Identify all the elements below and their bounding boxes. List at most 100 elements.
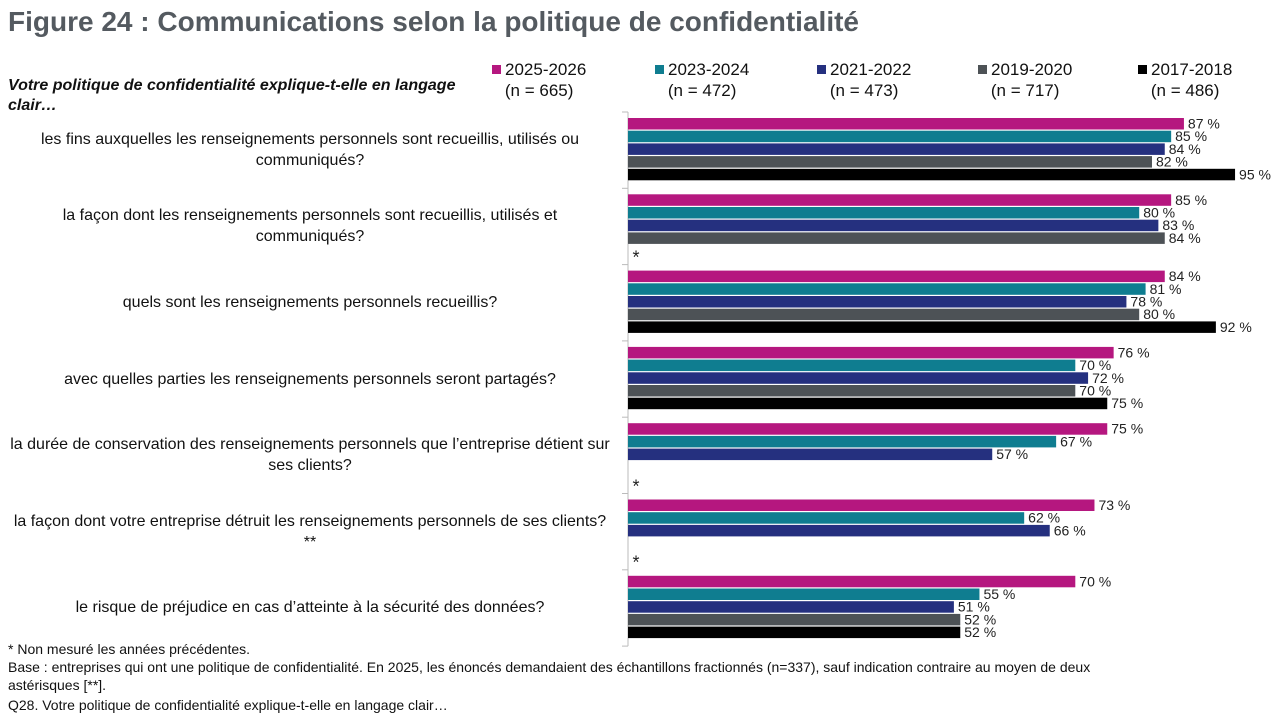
- value-label: 95 %: [1239, 166, 1271, 182]
- bar: [628, 130, 1172, 143]
- bar: [628, 219, 1159, 232]
- bar: [628, 118, 1184, 130]
- bar: [628, 194, 1172, 206]
- bar: [628, 613, 961, 626]
- bar: [628, 308, 1140, 321]
- value-label: 70 %: [1079, 573, 1111, 589]
- bar: [628, 435, 1057, 448]
- footnote: * Non mesuré les années précédentes.: [8, 641, 251, 657]
- value-label: 80 %: [1143, 204, 1175, 220]
- bar: [628, 626, 961, 639]
- legend-swatch: [817, 65, 826, 74]
- value-label: 83 %: [1162, 217, 1194, 233]
- value-label: 75 %: [1111, 421, 1143, 437]
- bar: [628, 372, 1089, 384]
- value-label: 70 %: [1079, 357, 1111, 373]
- bar: [628, 359, 1076, 372]
- legend-entry: 2019-2020 (n = 717): [978, 59, 1072, 101]
- value-label: 66 %: [1054, 522, 1086, 538]
- category-label: la façon dont les renseignements personn…: [62, 207, 558, 246]
- bar: [628, 423, 1108, 435]
- bar: [628, 512, 1025, 524]
- legend-n: (n = 486): [1150, 81, 1220, 100]
- legend-n: (n = 717): [990, 81, 1060, 100]
- legend-label: 2023-2024: [668, 60, 750, 79]
- value-label: 76 %: [1118, 344, 1150, 360]
- category-label: quels sont les renseignements personnels…: [122, 294, 498, 312]
- value-label: 51 %: [958, 599, 990, 615]
- bar: [628, 156, 1152, 168]
- legend-row: 2021-2022: [817, 59, 911, 80]
- legend-label: 2025-2026: [505, 60, 587, 79]
- legend-label: 2021-2022: [830, 60, 912, 79]
- bar: [628, 168, 1236, 181]
- legend-row: 2019-2020: [978, 59, 1072, 80]
- legend-label: 2019-2020: [991, 60, 1073, 79]
- value-label: 67 %: [1060, 433, 1092, 449]
- legend-swatch: [978, 65, 987, 74]
- value-label: 52 %: [964, 611, 996, 627]
- bar: [628, 385, 1076, 397]
- category-note: *: [632, 553, 639, 573]
- bar: [628, 575, 1076, 588]
- value-label: 82 %: [1156, 154, 1188, 170]
- value-label: 55 %: [983, 586, 1015, 602]
- bar: [628, 397, 1108, 410]
- bar: [628, 588, 980, 600]
- category-note: *: [632, 476, 639, 496]
- legend-swatch: [1138, 65, 1147, 74]
- value-label: 75 %: [1111, 395, 1143, 411]
- value-label: 85 %: [1175, 128, 1207, 144]
- legend-label: 2017-2018: [1151, 60, 1233, 79]
- category-label: le risque de préjudice en cas d’atteinte…: [75, 599, 545, 617]
- legend-row: 2023-2024: [655, 59, 749, 80]
- legend-swatch: [655, 65, 664, 74]
- legend-n: (n = 473): [829, 81, 899, 100]
- bar: [628, 207, 1140, 219]
- value-label: 62 %: [1028, 510, 1060, 526]
- value-label: 73 %: [1098, 497, 1130, 513]
- bar: [628, 321, 1216, 333]
- value-label: 81 %: [1150, 281, 1182, 297]
- bar: [628, 232, 1165, 244]
- value-label: 84 %: [1169, 268, 1201, 284]
- category-label: la durée de conservation des renseigneme…: [10, 436, 610, 475]
- legend-n: (n = 665): [504, 81, 574, 100]
- bar: [628, 524, 1050, 537]
- subtitle: Votre politique de confidentialité expli…: [8, 77, 456, 114]
- bar: [628, 448, 993, 461]
- bar: [628, 296, 1127, 308]
- category-note: *: [632, 247, 639, 267]
- bar: [628, 143, 1165, 155]
- bar: [628, 283, 1146, 295]
- category-label: la façon dont votre entreprise détruit l…: [13, 512, 607, 551]
- bar: [628, 270, 1165, 283]
- legend-entry: 2025-2026 (n = 665): [492, 59, 586, 101]
- legend-swatch: [492, 65, 501, 74]
- legend-n: (n = 472): [667, 81, 737, 100]
- footnote: Q28. Votre politique de confidentialité …: [8, 697, 448, 713]
- value-label: 84 %: [1169, 141, 1201, 157]
- category-label: avec quelles parties les renseignements …: [64, 370, 556, 388]
- legend-entry: 2017-2018 (n = 486): [1138, 59, 1232, 101]
- value-label: 85 %: [1175, 192, 1207, 208]
- category-label: les fins auxquelles les renseignements p…: [40, 131, 580, 170]
- legend-row: 2017-2018: [1138, 59, 1232, 80]
- value-label: 78 %: [1130, 293, 1162, 309]
- legend-entry: 2021-2022 (n = 473): [817, 59, 911, 101]
- value-label: 92 %: [1220, 319, 1252, 335]
- legend-row: 2025-2026: [492, 59, 586, 80]
- value-label: 84 %: [1169, 230, 1201, 246]
- footnote: Base : entreprises qui ont une politique…: [8, 659, 1091, 693]
- value-label: 80 %: [1143, 306, 1175, 322]
- bar: [628, 346, 1114, 359]
- bar: [628, 499, 1095, 511]
- value-label: 70 %: [1079, 382, 1111, 398]
- value-label: 72 %: [1092, 370, 1124, 386]
- legend-entry: 2023-2024 (n = 472): [655, 59, 749, 101]
- chart-title: Figure 24 : Communications selon la poli…: [8, 6, 859, 37]
- value-label: 87 %: [1188, 115, 1220, 131]
- value-label: 52 %: [964, 624, 996, 640]
